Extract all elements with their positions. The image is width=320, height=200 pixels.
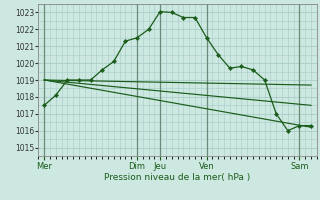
X-axis label: Pression niveau de la mer( hPa ): Pression niveau de la mer( hPa ) [104, 173, 251, 182]
